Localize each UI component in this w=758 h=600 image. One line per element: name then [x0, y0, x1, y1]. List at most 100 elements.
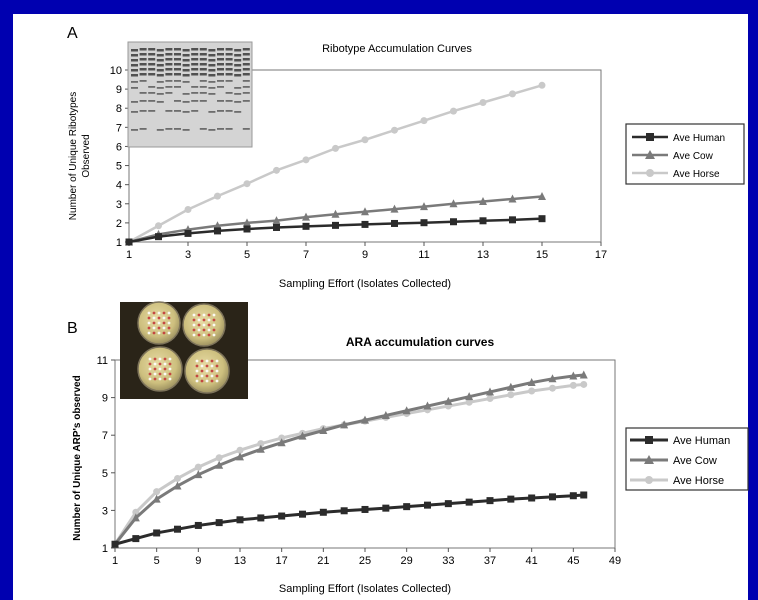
colony-dot	[202, 323, 206, 327]
point-cow-b-18	[486, 387, 494, 396]
gel-band	[148, 58, 156, 61]
point-horse-b-18	[486, 395, 494, 403]
x-tick-label-b-25: 25	[359, 555, 371, 567]
colony-dot	[197, 313, 201, 317]
point-horse-b-4	[194, 463, 202, 471]
colony-dot	[200, 374, 204, 378]
panel-label-b: B	[67, 320, 78, 337]
gel-band	[191, 86, 199, 88]
x-tick-label-b-49: 49	[609, 555, 621, 567]
point-cow-b-15	[423, 401, 432, 410]
x-tick-label-b-21: 21	[317, 555, 329, 567]
legend-item-human-a: Ave Human	[632, 133, 725, 144]
point-cow-a-8	[361, 207, 369, 216]
gel-band	[199, 48, 207, 51]
point-cow-b-2	[152, 494, 161, 503]
colony-dot	[207, 323, 211, 327]
point-human-b-5	[215, 519, 223, 527]
point-cow-b-21	[548, 374, 557, 383]
gel-band	[199, 80, 207, 82]
point-human-b-19	[507, 495, 515, 503]
gel-band	[148, 73, 156, 76]
colony-dot	[162, 321, 166, 325]
gel-band	[139, 48, 147, 51]
gel-band	[225, 110, 233, 112]
y-tick-label-a-5: 5	[116, 161, 122, 173]
y-tick-label-a-8: 8	[116, 103, 122, 115]
point-cow-b-4	[194, 470, 203, 479]
gel-band	[182, 129, 190, 131]
point-cow-a-12	[479, 196, 487, 205]
point-human-a-10	[420, 219, 428, 227]
gel-band	[208, 81, 216, 83]
colony-dot	[210, 364, 214, 368]
point-horse-a-9	[391, 126, 398, 134]
gel-band	[165, 73, 173, 76]
point-human-a-7	[332, 221, 339, 229]
point-horse-a-14	[538, 81, 546, 89]
point-horse-a-5	[273, 166, 280, 174]
colony-dot	[148, 362, 152, 366]
legend-item-cow-b: Ave Cow	[630, 455, 717, 467]
gel-band	[242, 128, 250, 130]
gel-band	[191, 92, 199, 94]
colony-dot	[147, 321, 151, 325]
colony-dot	[168, 367, 172, 371]
point-cow-a-14	[538, 192, 546, 201]
gel-band	[131, 64, 138, 67]
gel-band	[174, 128, 181, 130]
colony-dot	[157, 311, 161, 315]
point-horse-b-2	[153, 488, 161, 496]
gel-band	[234, 74, 242, 77]
gel-band	[165, 86, 173, 88]
colony-dot	[197, 318, 201, 322]
x-tick-label-a-11: 11	[418, 249, 429, 261]
x-tick-label-a-9: 9	[362, 249, 368, 261]
colony-dot	[192, 333, 196, 337]
colony-dot	[212, 333, 216, 337]
gel-band	[148, 68, 156, 71]
point-human-b-8	[278, 512, 286, 520]
point-cow-a-9	[390, 204, 399, 213]
point-human-a-1	[155, 233, 162, 241]
point-human-b-23	[580, 491, 588, 499]
colony-dot	[148, 377, 152, 381]
x-tick-label-b-9: 9	[195, 555, 201, 567]
point-horse-a-1	[155, 222, 162, 230]
gel-band	[217, 68, 224, 71]
gel-band	[165, 68, 173, 71]
gel-band	[182, 81, 190, 83]
point-cow-b-16	[444, 396, 453, 405]
gel-band	[156, 59, 164, 62]
x-tick-label-b-5: 5	[154, 555, 160, 567]
gel-band	[191, 58, 199, 61]
colony-dot	[192, 313, 196, 317]
gel-band	[182, 64, 190, 67]
legend-label-human-b: Ave Human	[673, 435, 730, 447]
gel-band	[217, 73, 224, 76]
gel-band	[182, 74, 190, 77]
legend-marker-horse-b	[645, 476, 653, 484]
gel-band	[165, 63, 173, 66]
gel-band	[174, 100, 181, 102]
gel-band	[182, 101, 190, 103]
gel-band	[242, 53, 250, 56]
gel-band	[131, 54, 138, 57]
point-cow-b-20	[527, 378, 536, 387]
point-horse-a-4	[243, 180, 251, 188]
gel-band	[208, 74, 216, 77]
colony-dot	[158, 357, 162, 361]
gel-band	[191, 53, 199, 56]
point-horse-b-1	[132, 508, 140, 516]
colony-dot	[152, 326, 156, 330]
colony-dot	[163, 367, 167, 371]
gel-band	[156, 74, 164, 77]
gel-band	[165, 110, 173, 112]
gel-band	[234, 49, 242, 52]
point-horse-a-7	[332, 144, 339, 152]
point-cow-b-1	[131, 513, 140, 522]
gel-band	[174, 48, 181, 51]
colony-dot	[168, 357, 172, 361]
gel-band	[208, 54, 216, 57]
